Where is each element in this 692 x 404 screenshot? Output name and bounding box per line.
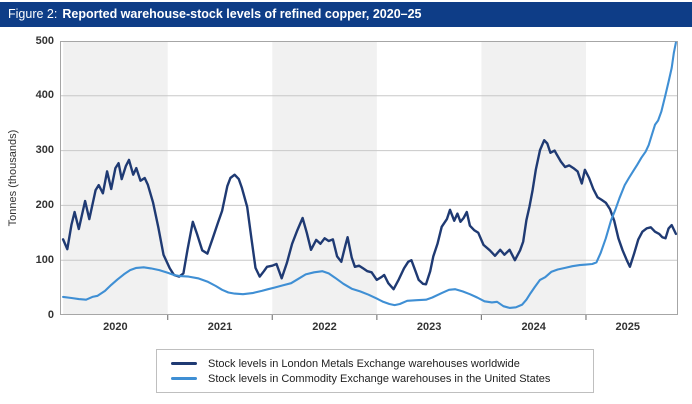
figure-title-bar: Figure 2: Reported warehouse-stock levels… [0,2,692,27]
y-tick-label-300: 300 [35,144,54,157]
figure-label: Figure 2: [8,7,58,21]
legend-item-comex: Stock levels in Commodity Exchange wareh… [171,373,593,385]
y-tick-label-0: 0 [47,308,54,321]
y-tick-label-100: 100 [35,253,54,266]
x-tick-label-2024: 2024 [521,321,546,333]
x-tick-label-2025: 2025 [615,321,641,333]
plot-border [60,41,678,315]
figure-title: Reported warehouse-stock levels of refin… [62,7,422,21]
legend-label-lme: Stock levels in London Metals Exchange w… [208,357,520,370]
legend-label-comex: Stock levels in Commodity Exchange wareh… [208,372,551,385]
x-tick-label-2023: 2023 [416,321,442,333]
y-axis-title: Tonnes (thousands) [7,129,19,227]
x-tick-label-2022: 2022 [312,321,337,333]
chart-plot-area [60,41,678,320]
x-tick-label-2020: 2020 [103,321,128,333]
legend-item-lme: Stock levels in London Metals Exchange w… [171,358,593,370]
year-band-2020 [63,41,168,315]
comex-series-line [62,41,677,309]
lme-series-line [61,138,678,291]
y-tick-label-200: 200 [35,198,54,211]
y-tick-label-400: 400 [35,89,54,102]
x-tick-label-2021: 2021 [207,321,233,333]
legend: Stock levels in London Metals Exchange w… [156,349,594,393]
comex-line-swatch [171,377,197,380]
y-tick-label-500: 500 [35,34,54,47]
lme-line-swatch [171,362,197,365]
year-band-2022 [272,41,377,315]
